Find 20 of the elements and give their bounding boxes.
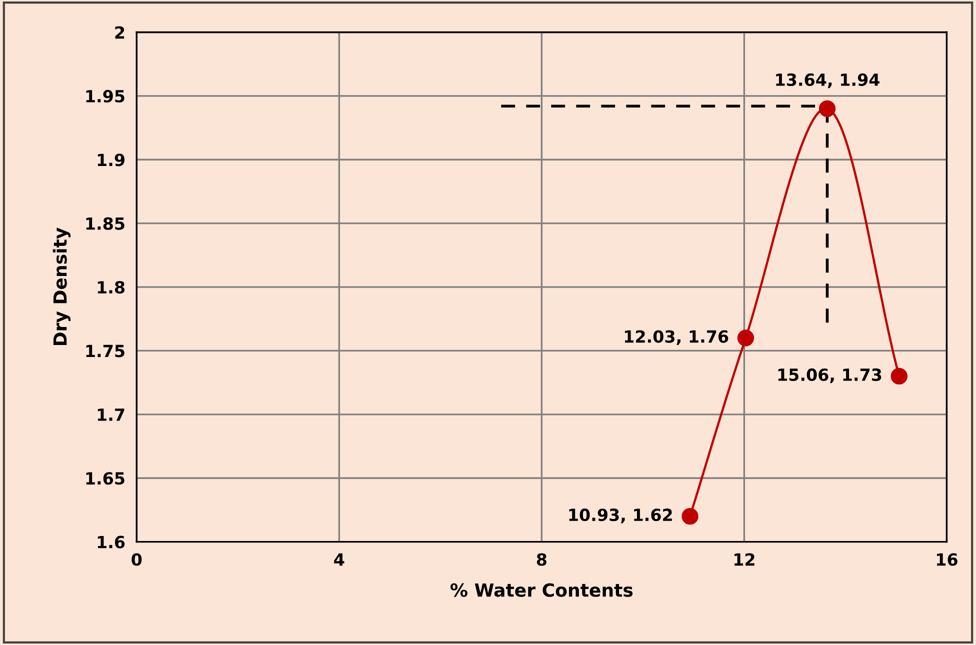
y-tick-label: 1.95 <box>86 90 124 103</box>
data-label: 15.06, 1.73 <box>778 368 882 384</box>
y-tick-label: 1.75 <box>86 344 124 358</box>
y-tick-label: 1.9 <box>98 154 124 166</box>
y-tick-label: 1.65 <box>86 472 124 485</box>
x-tick-label: 4 <box>334 553 344 566</box>
y-axis-title: Dry Density <box>52 228 71 346</box>
y-tick-label: 1.6 <box>98 536 125 548</box>
x-tick-label: 0 <box>132 553 142 566</box>
data-label: 10.93, 1.62 <box>569 508 672 524</box>
x-tick-label: 16 <box>937 553 958 566</box>
data-label: 13.64, 1.94 <box>776 73 880 88</box>
y-tick-label: 1.8 <box>98 280 124 294</box>
y-tick-label: 2 <box>115 26 124 39</box>
y-tick-label: 1.7 <box>98 408 124 421</box>
x-axis-title: % Water Contents <box>450 583 633 597</box>
data-label: 12.03, 1.76 <box>624 330 728 345</box>
y-tick-label: 1.85 <box>86 217 124 230</box>
x-tick-label: 12 <box>734 553 754 566</box>
x-tick-label: 8 <box>536 553 546 566</box>
